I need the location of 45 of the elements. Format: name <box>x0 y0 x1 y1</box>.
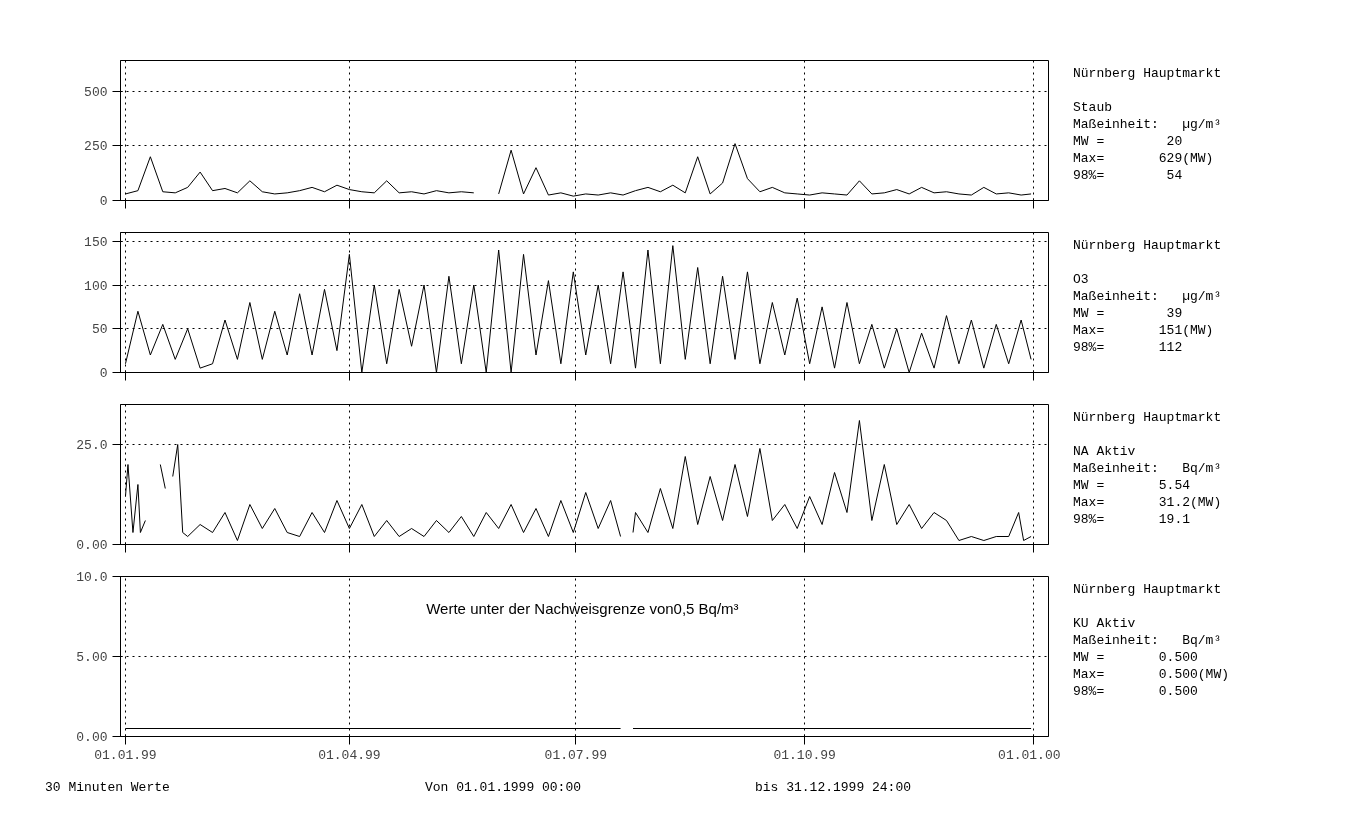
text: Maßeinheit: Bq/m³ <box>1073 461 1222 476</box>
text: 30 Minuten Werte <box>45 779 171 796</box>
y-tick-label: 500 <box>84 84 108 100</box>
text: Nürnberg Hauptmarkt <box>1073 410 1222 425</box>
text: 98%= 54 <box>1073 168 1183 183</box>
text: MW = 0.500 <box>1073 650 1198 665</box>
text: Von 01.01.1999 00:00 <box>425 779 583 796</box>
text: Maßeinheit: Bq/m³ <box>1073 633 1222 648</box>
x-tick-label: 01.10.99 <box>773 747 836 763</box>
text: Nürnberg Hauptmarkt <box>1073 238 1222 253</box>
x-tick-label: 01.01.00 <box>998 747 1061 763</box>
x-tick-label: 01.01.99 <box>94 747 157 763</box>
y-tick-label: 100 <box>84 278 108 294</box>
text: 98%= 0.500 <box>1073 684 1198 699</box>
annotation: Werte unter der Nachweisgrenze von0,5 Bq/m³ <box>426 600 739 617</box>
y-tick-label: 0.00 <box>76 538 108 553</box>
text: NA Aktiv <box>1073 444 1136 459</box>
text: Nürnberg Hauptmarkt <box>1073 582 1222 597</box>
text: MW = 20 <box>1073 134 1183 149</box>
x-tick-label: 01.07.99 <box>544 747 608 763</box>
text: Max= 629(MW) <box>1073 151 1214 166</box>
text: Max= 0.500(MW) <box>1073 667 1230 682</box>
y-tick-label: 150 <box>84 234 108 250</box>
text: Max= 31.2(MW) <box>1073 495 1222 510</box>
text: Maßeinheit: µg/m³ <box>1073 289 1222 304</box>
y-tick-label: 0.00 <box>76 730 108 745</box>
text: Max= 151(MW) <box>1073 323 1214 338</box>
y-tick-label: 5.00 <box>76 650 108 665</box>
text: Maßeinheit: µg/m³ <box>1073 117 1222 132</box>
text: MW = 39 <box>1073 306 1183 321</box>
text: 98%= 19.1 <box>1073 512 1191 527</box>
text: bis 31.12.1999 24:00 <box>755 779 913 796</box>
y-tick-label: 50 <box>91 322 108 338</box>
text: MW = 5.54 <box>1073 478 1191 493</box>
text: KU Aktiv <box>1073 616 1136 631</box>
y-tick-label: 0 <box>99 366 108 381</box>
y-tick-label: 0 <box>99 194 108 209</box>
text: 98%= 112 <box>1073 340 1183 355</box>
text: O3 <box>1073 272 1089 287</box>
text: Staub <box>1073 100 1113 115</box>
y-tick-label: 10.0 <box>76 570 108 585</box>
text: Nürnberg Hauptmarkt <box>1073 66 1222 81</box>
x-tick-label: 01.04.99 <box>318 747 381 763</box>
y-tick-label: 25.0 <box>76 438 108 453</box>
y-tick-label: 250 <box>84 139 108 155</box>
